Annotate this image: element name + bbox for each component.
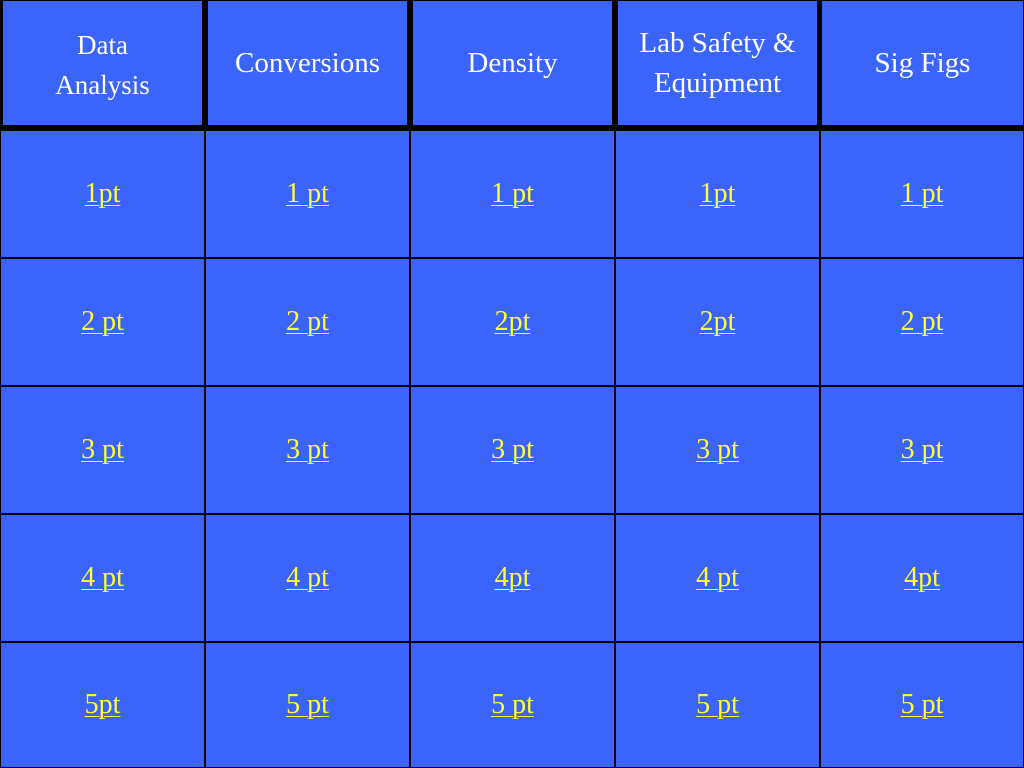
category-sig-figs: Sig Figs [821, 0, 1024, 126]
category-data-analysis: Data Analysis [2, 0, 203, 126]
question-cell: 5 pt [205, 642, 410, 768]
category-lab-safety: Lab Safety & Equipment [617, 0, 818, 126]
category-conversions: Conversions [207, 0, 408, 126]
question-cell: 5 pt [615, 642, 820, 768]
category-label: Lab Safety & Equipment [639, 27, 796, 99]
point-link[interactable]: 5 pt [286, 689, 329, 720]
point-link[interactable]: 3 pt [900, 434, 944, 465]
question-cell: 3 pt [0, 386, 205, 514]
question-cell: 1 pt [820, 130, 1024, 258]
point-link[interactable]: 3 pt [491, 434, 534, 465]
category-header-row: Data Analysis Conversions Density Lab Sa… [0, 0, 1024, 130]
question-cell: 1pt [615, 130, 820, 258]
question-cell: 2 pt [205, 258, 410, 386]
point-link[interactable]: 3 pt [81, 434, 124, 465]
point-link[interactable]: 4pt [494, 562, 531, 593]
category-label: Data Analysis [55, 30, 150, 100]
question-cell: 2 pt [0, 258, 205, 386]
question-cell: 4pt [410, 514, 615, 642]
point-link[interactable]: 1pt [84, 178, 121, 209]
question-cell: 3 pt [410, 386, 615, 514]
point-link[interactable]: 5 pt [491, 689, 534, 720]
question-cell: 3 pt [205, 386, 410, 514]
point-link[interactable]: 2pt [494, 306, 531, 337]
point-link[interactable]: 1 pt [286, 178, 329, 209]
category-label: Sig Figs [874, 47, 971, 79]
point-link[interactable]: 5 pt [900, 689, 944, 720]
point-link[interactable]: 2 pt [900, 306, 944, 337]
question-cell: 2 pt [820, 258, 1024, 386]
point-link[interactable]: 4 pt [286, 562, 329, 593]
question-cell: 4 pt [0, 514, 205, 642]
question-cell: 3 pt [820, 386, 1024, 514]
question-cell: 2pt [615, 258, 820, 386]
question-cell: 5 pt [410, 642, 615, 768]
question-cell: 4 pt [205, 514, 410, 642]
question-cell: 2pt [410, 258, 615, 386]
question-cell: 5pt [0, 642, 205, 768]
point-link[interactable]: 2 pt [286, 306, 329, 337]
question-grid: 1pt 1 pt 1 pt 1pt 1 pt 2 pt 2 pt 2pt 2pt… [0, 130, 1024, 768]
point-link[interactable]: 4pt [904, 562, 940, 593]
point-link[interactable]: 3 pt [286, 434, 329, 465]
point-link[interactable]: 1 pt [491, 178, 534, 209]
point-link[interactable]: 1pt [699, 178, 736, 209]
question-cell: 4pt [820, 514, 1024, 642]
point-link[interactable]: 3 pt [696, 434, 739, 465]
point-link[interactable]: 4 pt [696, 562, 739, 593]
point-link[interactable]: 2 pt [81, 306, 124, 337]
question-cell: 4 pt [615, 514, 820, 642]
point-link[interactable]: 1 pt [900, 178, 944, 209]
point-link[interactable]: 5 pt [696, 689, 739, 720]
category-label: Density [467, 47, 558, 79]
question-cell: 5 pt [820, 642, 1024, 768]
point-link[interactable]: 5pt [84, 689, 121, 720]
point-link[interactable]: 4 pt [81, 562, 124, 593]
question-cell: 1 pt [410, 130, 615, 258]
point-link[interactable]: 2pt [699, 306, 736, 337]
question-cell: 1pt [0, 130, 205, 258]
category-density: Density [412, 0, 613, 126]
question-cell: 3 pt [615, 386, 820, 514]
question-cell: 1 pt [205, 130, 410, 258]
category-label: Conversions [235, 47, 380, 79]
